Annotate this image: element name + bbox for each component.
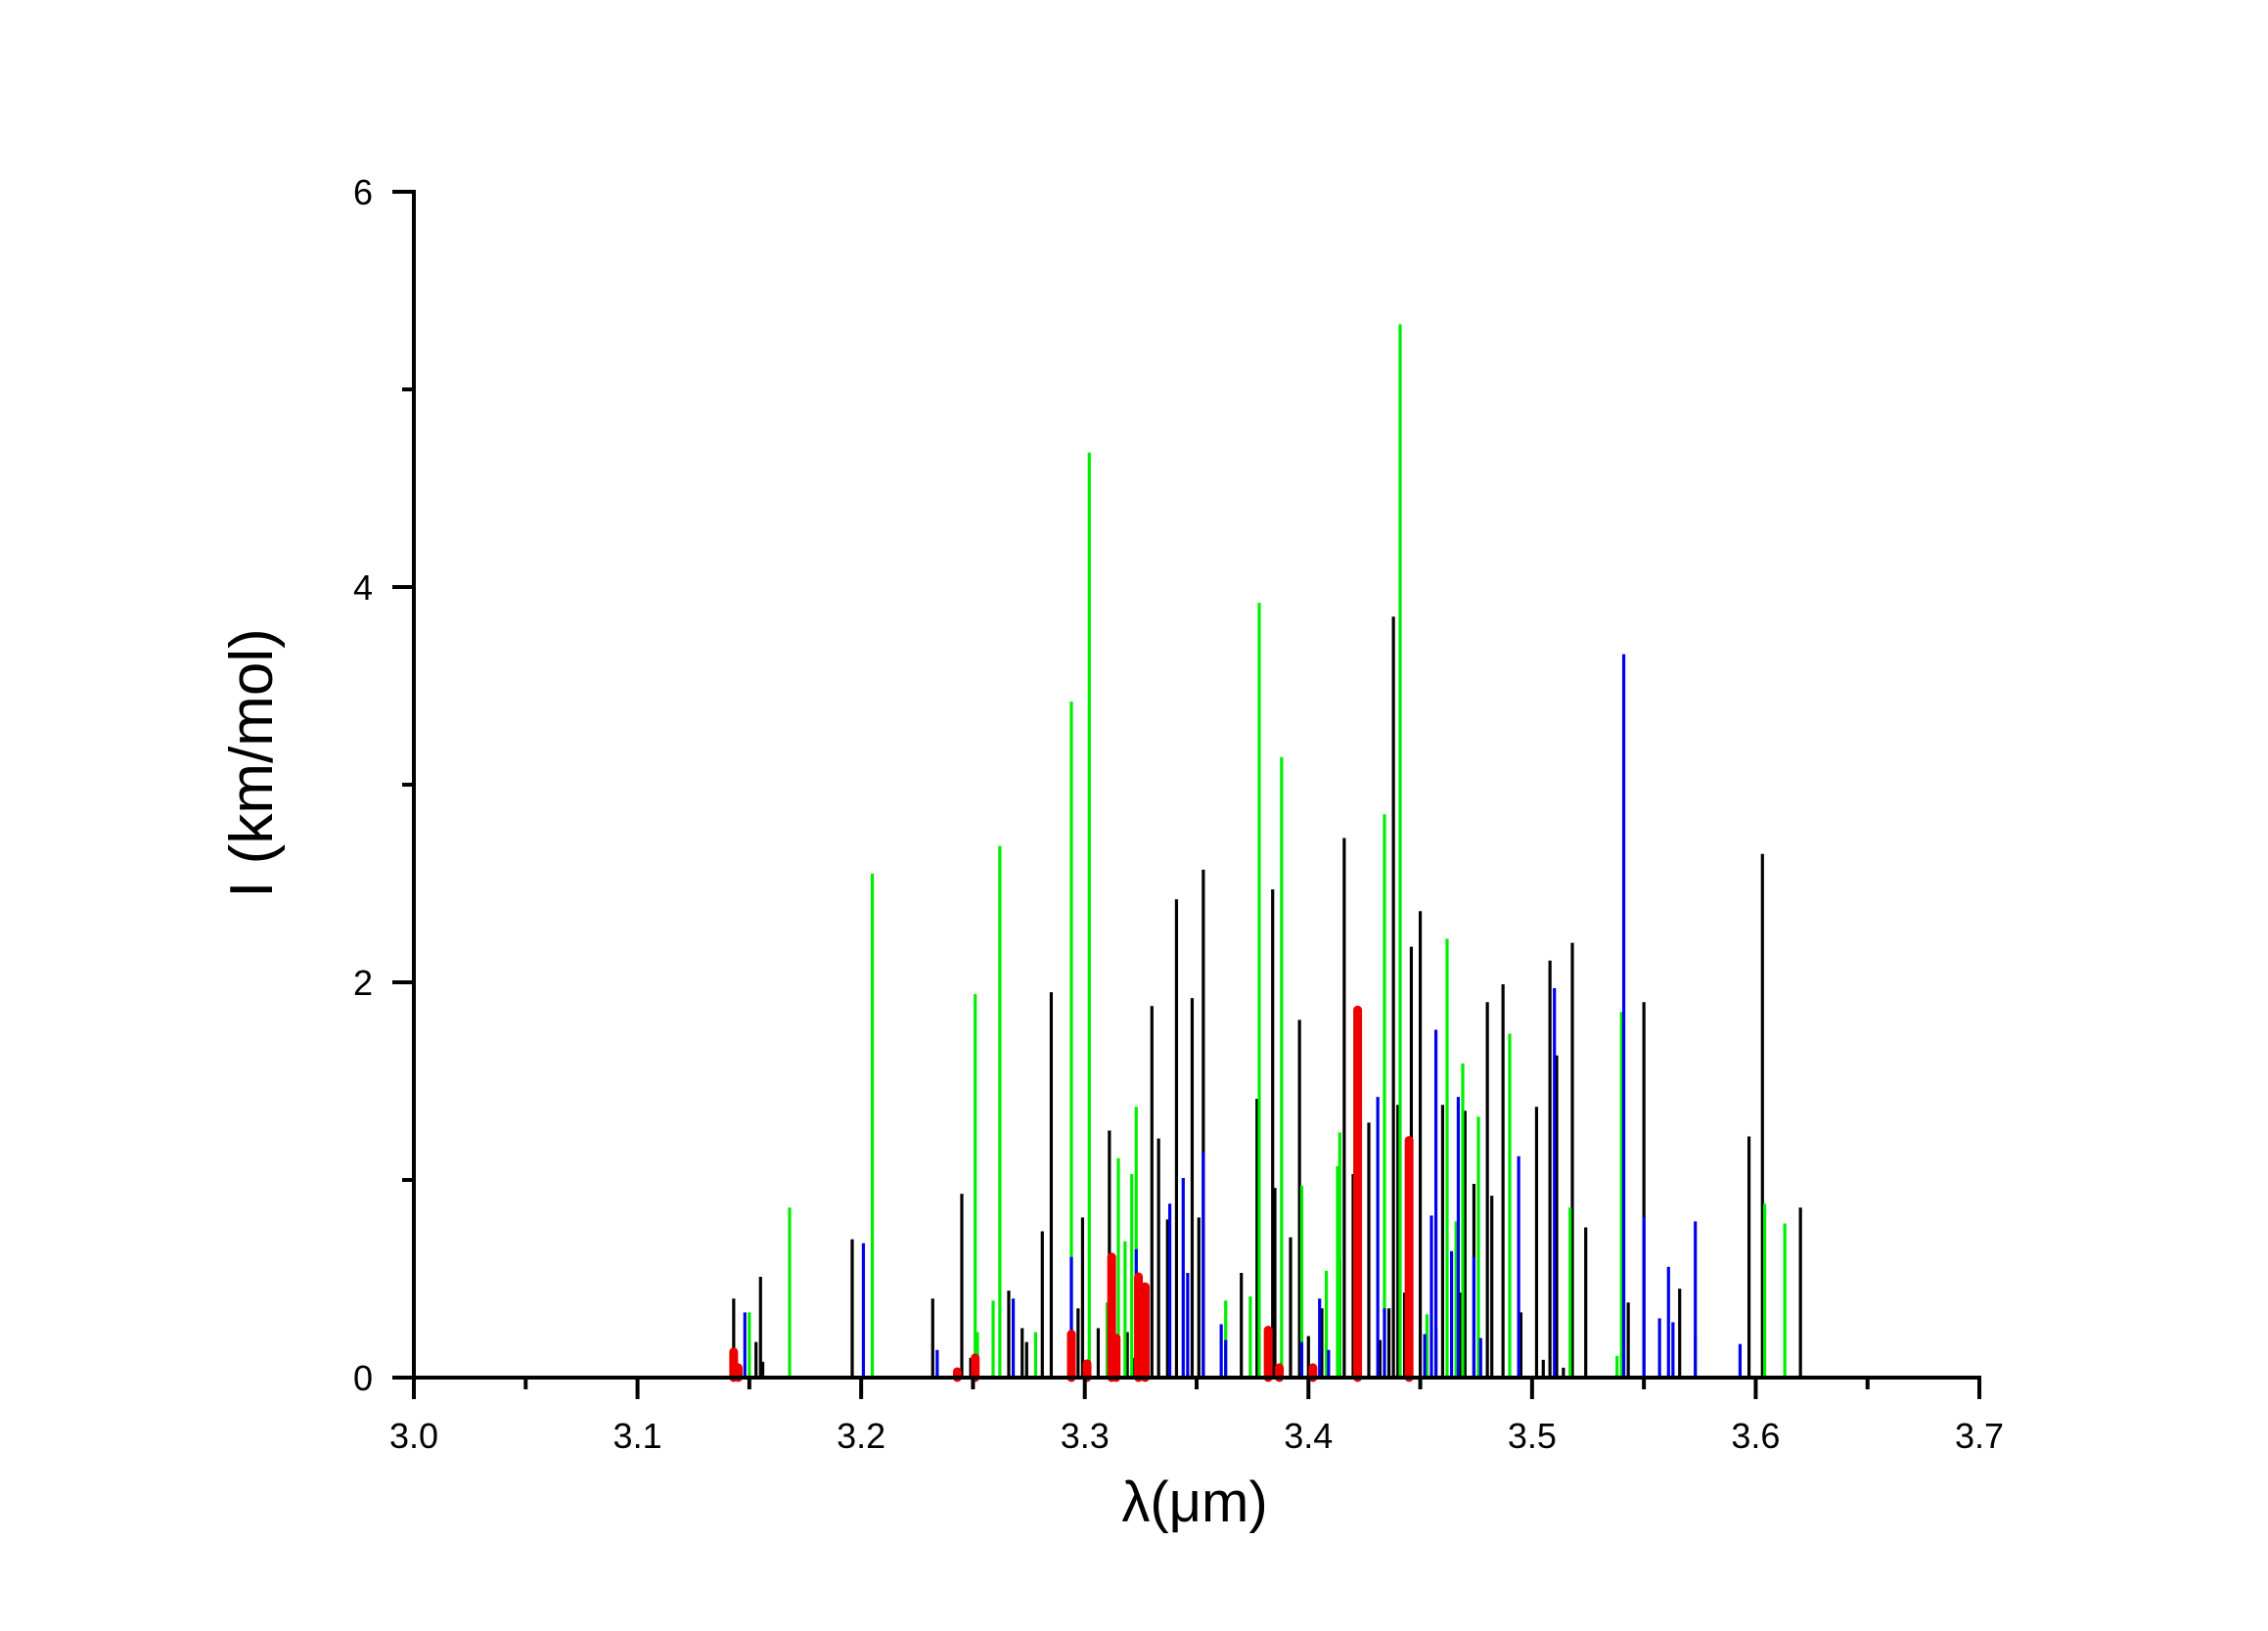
y-tick-label-2: 4 — [353, 567, 373, 608]
stick-series-group — [729, 324, 1802, 1382]
y-tick-label-1: 2 — [353, 963, 373, 1003]
x-tick-label-4: 3.4 — [1284, 1416, 1333, 1456]
x-tick-label-5: 3.5 — [1508, 1416, 1557, 1456]
tick-label-group: 3.0 3.1 3.2 3.3 3.4 3.5 3.6 3.7 0 2 4 6 — [353, 172, 2004, 1456]
x-tick-label-7: 3.7 — [1955, 1416, 2004, 1456]
x-axis-title: λ(μm) — [1121, 1471, 1267, 1534]
axes-group — [392, 190, 1981, 1399]
x-tick-label-1: 3.1 — [613, 1416, 662, 1456]
x-tick-label-3: 3.3 — [1061, 1416, 1110, 1456]
x-tick-label-0: 3.0 — [389, 1416, 438, 1456]
y-axis-title: I (km/mol) — [218, 628, 286, 898]
y-tick-label-3: 6 — [353, 172, 373, 212]
y-tick-label-0: 0 — [353, 1358, 373, 1398]
x-tick-label-2: 3.2 — [837, 1416, 885, 1456]
x-tick-label-6: 3.6 — [1731, 1416, 1780, 1456]
